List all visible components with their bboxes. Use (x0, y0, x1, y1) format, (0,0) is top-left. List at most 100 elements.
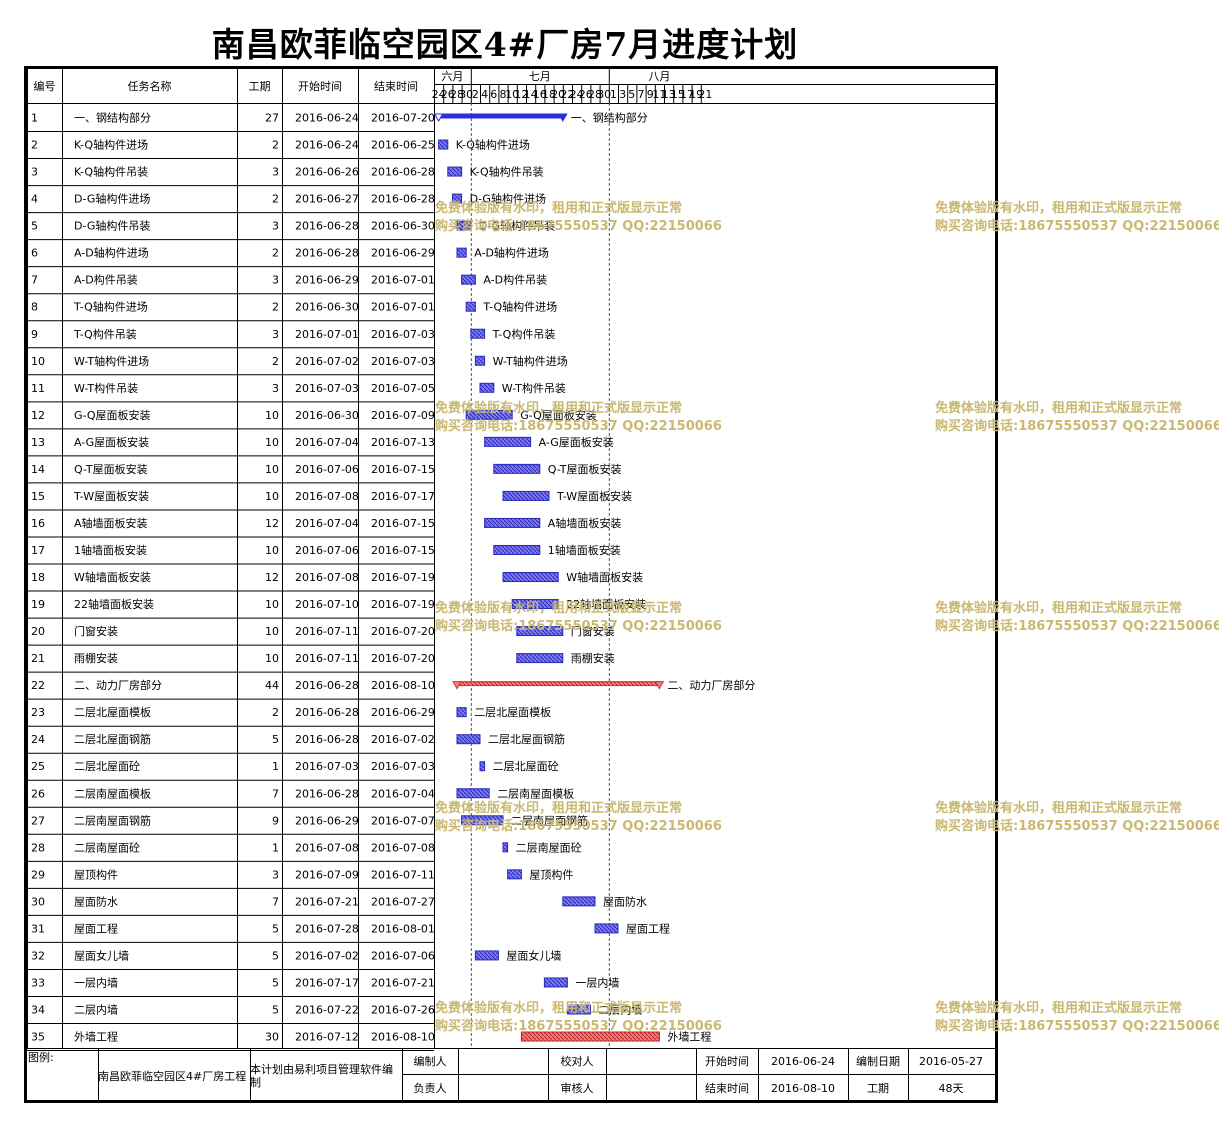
footer-dur-value: 48天 (938, 1082, 964, 1095)
day-label: 21 (698, 88, 712, 101)
day-label: 5 (628, 88, 635, 101)
task-start: 2016-07-08 (295, 490, 359, 503)
column-header-id: 编号 (34, 79, 56, 93)
day-label: 16 (533, 88, 547, 101)
task-bar (520, 1031, 660, 1042)
task-bar (562, 896, 596, 907)
task-end: 2016-07-21 (371, 976, 435, 989)
task-start: 2016-07-28 (295, 922, 359, 935)
task-end: 2016-07-15 (371, 544, 435, 557)
task-start: 2016-07-22 (295, 1004, 359, 1017)
task-start: 2016-07-04 (295, 436, 359, 449)
task-end: 2016-07-20 (371, 112, 435, 125)
bar-label: 一层内墙 (575, 975, 619, 989)
task-id: 4 (31, 193, 38, 206)
task-start: 2016-07-06 (295, 463, 359, 476)
task-start: 2016-06-28 (295, 220, 359, 233)
task-bar (456, 220, 472, 231)
column-header-start: 开始时间 (298, 79, 342, 93)
task-end: 2016-07-19 (371, 571, 435, 584)
task-duration: 7 (272, 787, 279, 800)
task-duration: 3 (272, 220, 279, 233)
day-label: 20 (551, 88, 565, 101)
task-id: 16 (31, 517, 45, 530)
task-end: 2016-07-27 (371, 895, 435, 908)
task-end: 2016-07-06 (371, 949, 435, 962)
task-duration: 7 (272, 895, 279, 908)
day-label: 17 (680, 88, 694, 101)
task-duration: 3 (272, 382, 279, 395)
day-label: 14 (524, 88, 538, 101)
task-bar (461, 274, 476, 285)
task-name: 二层内墙 (74, 1003, 118, 1017)
task-duration: 2 (272, 139, 279, 152)
task-name: 1轴墙面板安装 (74, 543, 147, 557)
footer-dur-label: 工期 (867, 1082, 889, 1095)
footer-software: 本计划由易利项目管理软件编制 (250, 1063, 393, 1089)
task-bar (447, 166, 463, 177)
task-bar (474, 950, 499, 961)
footer-project: 南昌欧菲临空园区4#厂房工程 (98, 1069, 247, 1083)
day-label: 4 (481, 88, 488, 101)
task-start: 2016-06-28 (295, 787, 359, 800)
task-id: 27 (31, 814, 45, 827)
task-end: 2016-06-25 (371, 139, 435, 152)
bar-label: Q-T屋面板安装 (548, 462, 622, 476)
task-duration: 5 (272, 976, 279, 989)
day-label: 13 (662, 88, 676, 101)
task-bar (479, 761, 486, 772)
task-bar (543, 977, 568, 988)
task-name: A-D轴构件进场 (74, 246, 149, 260)
task-duration: 2 (272, 193, 279, 206)
task-start: 2016-07-11 (295, 625, 359, 638)
task-duration: 3 (272, 274, 279, 287)
bar-label: 外墙工程 (667, 1030, 711, 1044)
task-id: 33 (31, 976, 45, 989)
task-end: 2016-07-04 (371, 787, 435, 800)
task-duration: 10 (265, 544, 279, 557)
day-label: 28 (450, 88, 464, 101)
task-start: 2016-06-29 (295, 274, 359, 287)
task-end: 2016-07-15 (371, 463, 435, 476)
task-name: 屋面女儿墙 (74, 948, 129, 962)
task-end: 2016-07-19 (371, 598, 435, 611)
bar-label: T-Q构件吊装 (492, 327, 556, 341)
task-id: 24 (31, 733, 45, 746)
task-duration: 2 (272, 706, 279, 719)
task-name: Q-T屋面板安装 (74, 462, 148, 476)
task-name: 二层南屋面钢筋 (74, 813, 151, 827)
footer-end-label: 结束时间 (705, 1082, 749, 1095)
task-end: 2016-07-20 (371, 652, 435, 665)
task-start: 2016-07-08 (295, 571, 359, 584)
task-name: A-D构件吊装 (74, 273, 138, 287)
task-start: 2016-07-11 (295, 652, 359, 665)
day-label: 26 (441, 88, 455, 101)
footer-date-label: 编制日期 (856, 1055, 900, 1068)
footer-checker-label: 校对人 (560, 1055, 594, 1068)
task-start: 2016-06-24 (295, 112, 359, 125)
task-id: 6 (31, 247, 38, 260)
task-start: 2016-07-21 (295, 895, 359, 908)
task-id: 14 (31, 463, 45, 476)
task-name: K-Q轴构件进场 (74, 138, 148, 152)
task-end: 2016-06-29 (371, 706, 435, 719)
task-bar (507, 869, 522, 880)
task-bar (493, 544, 541, 555)
task-end: 2016-07-03 (371, 328, 435, 341)
month-label: 六月 (441, 70, 463, 83)
day-label: 10 (505, 88, 519, 101)
footer-compiler-label: 编制人 (413, 1055, 447, 1068)
day-label: 11 (652, 88, 666, 101)
task-id: 32 (31, 949, 45, 962)
task-start: 2016-06-24 (295, 139, 359, 152)
task-name: 二层北屋面模板 (74, 705, 151, 719)
task-bar (456, 734, 481, 745)
bar-label: 屋顶构件 (529, 867, 573, 881)
task-name: 二、动力厂房部分 (74, 678, 162, 692)
task-start: 2016-06-30 (295, 409, 359, 422)
task-bar (456, 247, 467, 258)
task-start: 2016-06-30 (295, 301, 359, 314)
task-bar (493, 463, 541, 474)
task-duration: 5 (272, 949, 279, 962)
day-label: 7 (638, 88, 645, 101)
